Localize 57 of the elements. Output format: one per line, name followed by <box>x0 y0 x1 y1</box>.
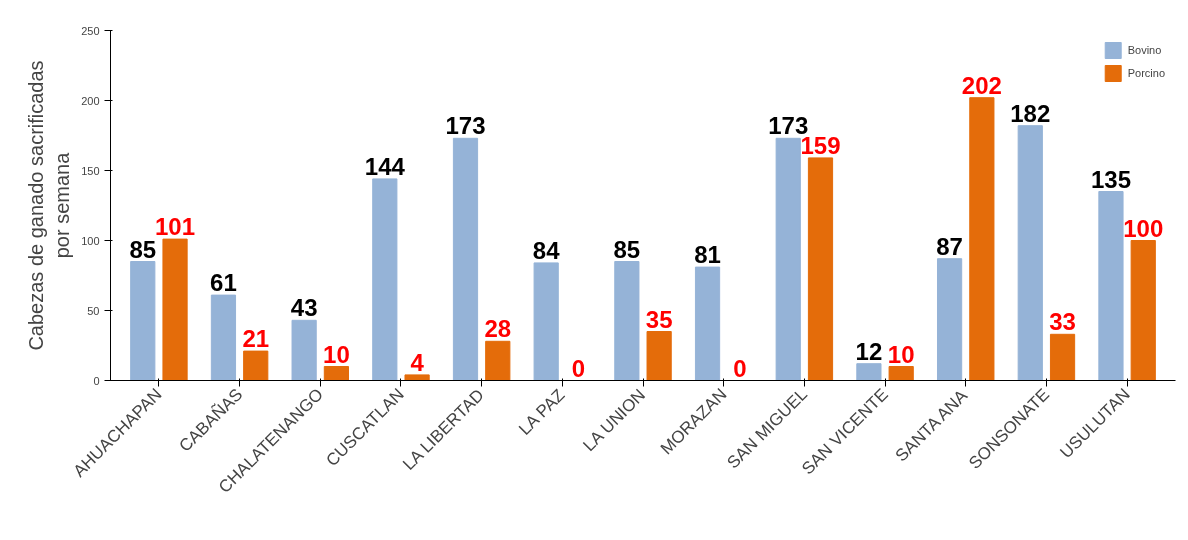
bar <box>694 266 721 381</box>
data-label: 85 <box>129 235 157 263</box>
data-label: 61 <box>210 269 237 297</box>
bar <box>210 294 237 381</box>
bar <box>936 258 963 381</box>
y-axis-title: Cabezas de ganado sacrificadas por semana <box>24 60 74 351</box>
data-label: 4 <box>410 348 425 376</box>
bar <box>888 366 914 381</box>
data-label: 135 <box>1090 165 1131 193</box>
data-label: 81 <box>694 241 721 269</box>
bar <box>1017 125 1043 381</box>
bar <box>291 319 317 381</box>
data-label: 202 <box>961 71 1002 99</box>
data-label: 0 <box>733 354 747 382</box>
legend-label: Porcino <box>1127 67 1165 79</box>
bar <box>452 137 479 381</box>
data-label: 12 <box>855 337 883 365</box>
bar <box>372 178 398 381</box>
data-label: 33 <box>1049 308 1076 336</box>
y-tick-label: 100 <box>81 234 100 247</box>
data-label: 28 <box>484 315 512 343</box>
data-label: 144 <box>364 152 406 180</box>
bar <box>807 157 834 381</box>
data-label: 35 <box>645 305 673 333</box>
data-label: 182 <box>1010 99 1051 127</box>
data-label: 100 <box>1123 214 1164 242</box>
bar <box>130 261 156 381</box>
legend-label: Bovino <box>1127 44 1162 56</box>
data-label: 10 <box>887 340 915 368</box>
data-label: 43 <box>290 294 318 322</box>
bar <box>1049 333 1076 381</box>
y-tick-label: 150 <box>81 164 100 177</box>
bar <box>404 374 430 381</box>
bar <box>533 262 559 381</box>
data-label: 10 <box>323 340 350 368</box>
bar <box>856 363 882 381</box>
bar <box>969 97 995 381</box>
bar <box>1098 191 1124 381</box>
y-tick-label: 50 <box>87 304 100 317</box>
bar <box>775 137 801 381</box>
y-tick-label: 200 <box>81 94 100 107</box>
data-label: 85 <box>613 235 641 263</box>
bar <box>485 340 511 381</box>
bar <box>162 238 188 381</box>
data-label: 87 <box>936 232 963 260</box>
data-label: 173 <box>445 112 486 140</box>
data-label: 84 <box>532 236 561 264</box>
bar <box>614 261 640 381</box>
bar <box>1130 240 1156 381</box>
data-label: 101 <box>155 213 196 241</box>
bar <box>243 350 269 381</box>
data-label: 21 <box>242 325 270 353</box>
bar <box>323 366 350 381</box>
bar <box>646 331 672 381</box>
data-label: 0 <box>571 354 586 382</box>
y-tick-label: 250 <box>81 24 100 37</box>
y-tick-label: 0 <box>93 374 100 387</box>
